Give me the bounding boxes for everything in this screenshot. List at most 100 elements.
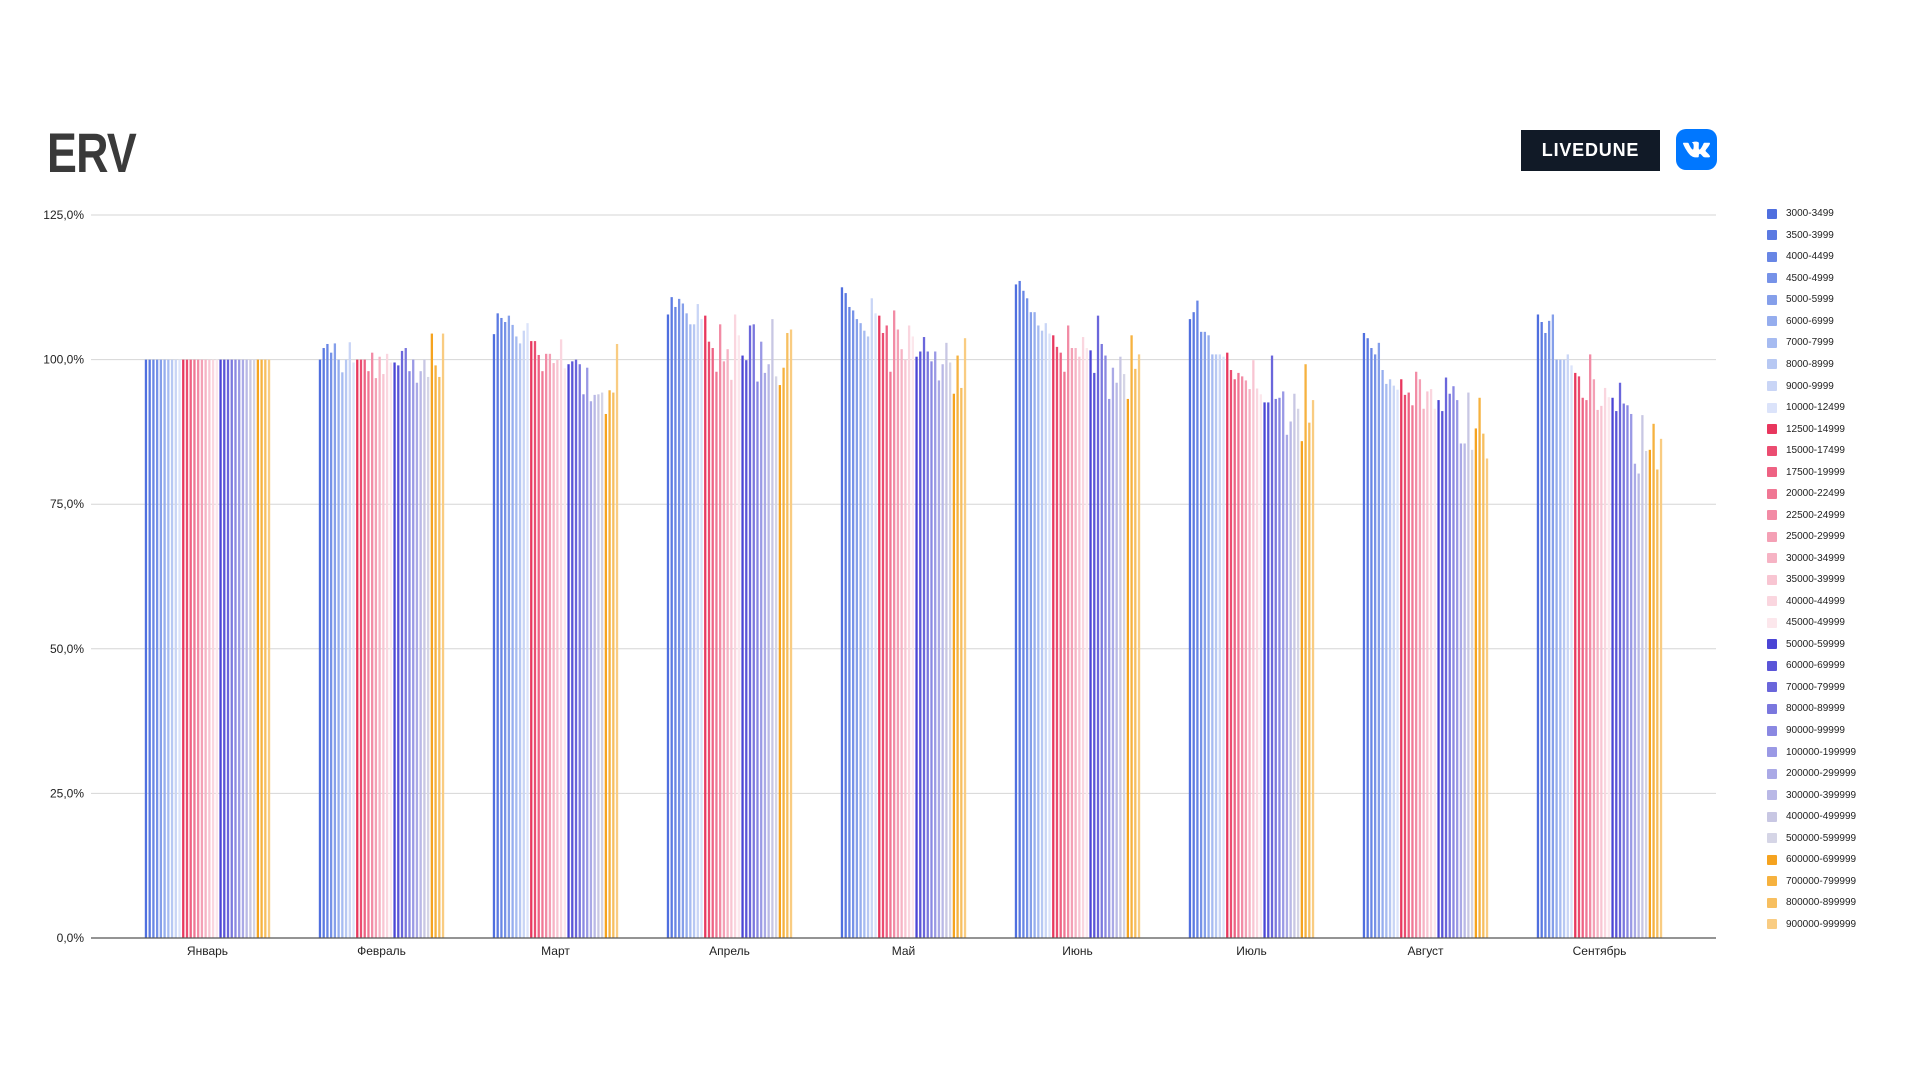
bar-25000-29999-month-6 [1070,348,1074,938]
legend-swatch [1767,251,1777,262]
legend-label: 800000-899999 [1786,897,1857,909]
bar-70000-79999-month-2 [400,350,404,938]
legend-item-60000-69999: 60000-69999 [1767,655,1907,677]
legend-label: 90000-99999 [1786,725,1845,737]
bar-6000-6999-month-5 [859,323,862,938]
bar-50000-59999-month-8 [1437,400,1440,939]
bar-700000-799999-month-5 [956,355,959,938]
bar-22500-24999-month-1 [197,359,200,939]
bar-9000-9999-month-9 [1566,354,1569,938]
bar-90000-99999-month-9 [1626,405,1629,938]
bar-700000-799999-month-1 [260,359,263,939]
bar-35000-39999-month-4 [730,379,733,939]
bar-4000-4499-month-3 [500,317,503,939]
y-tick-label-50: 50,0% [50,642,84,656]
bar-8000-8999-month-9 [1562,359,1566,939]
bar-300000-399999-month-8 [1463,443,1466,938]
legend-item-900000-999999: 900000-999999 [1767,914,1907,936]
legend-item-4500-4999: 4500-4999 [1767,268,1907,290]
bar-60000-69999-month-2 [397,365,400,938]
bar-5000-5999-month-6 [1029,312,1033,938]
bar-60000-69999-month-6 [1093,372,1096,938]
legend-swatch [1767,510,1777,521]
bar-15000-17499-month-1 [185,359,189,939]
legend-label: 4500-4999 [1786,272,1834,284]
bar-15000-17499-month-2 [359,359,363,939]
legend-item-200000-299999: 200000-299999 [1767,763,1907,785]
bar-20000-22499-month-1 [193,359,196,939]
legend-swatch [1767,790,1777,801]
bar-700000-799999-month-6 [1130,335,1133,938]
bar-400000-499999-month-3 [597,394,600,938]
bar-90000-99999-month-3 [582,394,585,938]
bar-80000-89999-month-4 [752,324,755,938]
bar-25000-29999-month-9 [1592,379,1596,938]
bar-9000-9999-month-6 [1044,323,1047,938]
bar-12500-14999-month-8 [1400,379,1403,938]
bar-30000-34999-month-5 [900,349,903,938]
bar-35000-39999-month-8 [1426,391,1429,938]
bar-600000-699999-month-2 [430,333,434,938]
bar-4500-4999-month-5 [852,310,855,938]
vk-logo-icon [1676,129,1717,170]
legend-item-4000-4499: 4000-4499 [1767,246,1907,268]
bar-6000-6999-month-7 [1207,335,1210,938]
bar-4000-4499-month-4 [674,306,677,939]
bar-45000-49999-month-4 [737,335,740,938]
bar-70000-79999-month-9 [1618,382,1622,938]
bar-300000-399999-month-2 [419,371,422,938]
legend-swatch [1767,553,1777,564]
bar-4000-4499-month-7 [1196,300,1199,939]
bar-25000-29999-month-7 [1244,380,1248,938]
legend-swatch [1767,294,1777,305]
bar-400000-499999-month-6 [1119,356,1122,939]
bar-90000-99999-month-2 [408,371,411,938]
legend-swatch [1767,703,1777,714]
legend-item-7000-7999: 7000-7999 [1767,332,1907,354]
bar-5000-5999-month-8 [1377,342,1381,939]
bar-15000-17499-month-3 [533,341,537,939]
bar-80000-89999-month-3 [578,364,581,939]
legend-swatch [1767,208,1777,219]
bar-900000-999999-month-4 [789,329,793,938]
bar-30000-34999-month-7 [1248,389,1251,939]
bar-22500-24999-month-9 [1589,354,1592,938]
legend-item-600000-699999: 600000-699999 [1767,849,1907,871]
bar-17500-19999-month-6 [1059,352,1062,938]
bar-7000-7999-month-5 [863,330,866,938]
bar-80000-89999-month-5 [926,351,929,938]
bar-15000-17499-month-8 [1403,394,1407,938]
y-tick-label-100: 100,0% [43,353,84,367]
bar-100000-199999-month-3 [586,367,589,938]
legend-label: 22500-24999 [1786,509,1845,521]
bar-12500-14999-month-5 [878,315,881,938]
bar-90000-99999-month-4 [756,381,759,939]
bar-3500-3999-month-2 [322,348,325,938]
bar-9000-9999-month-7 [1218,354,1221,938]
bar-700000-799999-month-2 [434,365,437,938]
legend-item-800000-899999: 800000-899999 [1767,892,1907,914]
bar-12500-14999-month-6 [1052,335,1055,938]
bar-60000-69999-month-9 [1615,411,1618,939]
legend-item-30000-34999: 30000-34999 [1767,548,1907,570]
bar-17500-19999-month-2 [363,359,366,939]
bar-40000-44999-month-1 [211,359,215,939]
bar-35000-39999-month-3 [556,359,559,939]
bar-900000-999999-month-7 [1311,400,1315,939]
x-tick-label-7: Июль [1236,944,1267,958]
legend-swatch [1767,617,1777,628]
bar-9000-9999-month-8 [1392,385,1395,938]
legend-label: 30000-34999 [1786,552,1845,564]
legend-swatch [1767,337,1777,348]
bar-35000-39999-month-1 [208,359,211,939]
legend-swatch [1767,273,1777,284]
livedune-logo: LIVEDUNE [1521,130,1660,171]
bar-6000-6999-month-3 [511,324,514,938]
bar-20000-22499-month-7 [1237,372,1240,938]
y-tick-label-75: 75,0% [50,497,84,511]
bar-50000-59999-month-1 [219,359,222,939]
bar-9000-9999-month-5 [870,298,873,938]
legend-item-10000-12499: 10000-12499 [1767,397,1907,419]
bar-35000-39999-month-7 [1252,360,1255,938]
